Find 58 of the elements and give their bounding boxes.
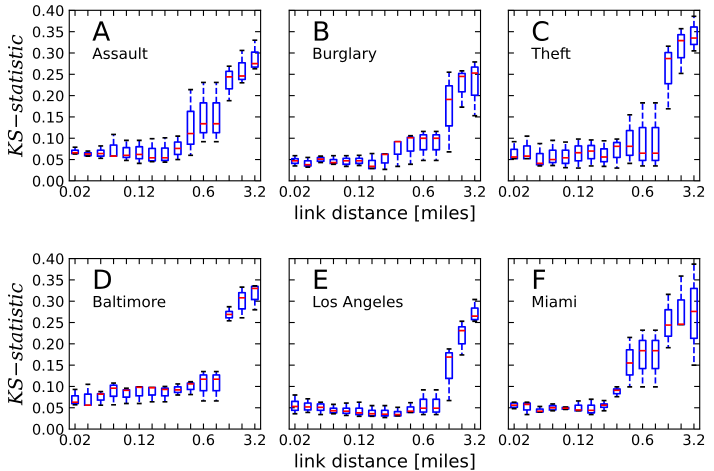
- x-tick-label: 3.2: [683, 186, 704, 198]
- x-tick-label: 0.02: [60, 434, 90, 446]
- chart-title: D: [94, 270, 111, 289]
- x-tick-label: 0.02: [280, 186, 310, 198]
- chart-title: F: [534, 270, 545, 289]
- x-tick-label: 0.02: [498, 434, 529, 446]
- x-tick-label: 3.2: [244, 186, 265, 198]
- x-tick-label: 3.2: [464, 434, 485, 446]
- y-tick-label: 0.25: [32, 69, 64, 80]
- chart-title: C: [532, 21, 548, 42]
- x-tick-label: 0.12: [344, 434, 374, 446]
- chart-title: A: [92, 21, 110, 41]
- x-tick-label: 0.6: [412, 434, 434, 446]
- x-tick-label: 0.6: [632, 434, 654, 446]
- text: Theft: [531, 47, 570, 60]
- y-tick-label: 0.35: [32, 26, 64, 38]
- y-tick-label: 0.00: [32, 424, 64, 435]
- x-tick-label: 0.02: [498, 186, 529, 198]
- y-tick-label: 0.00: [32, 176, 64, 187]
- x-tick-label: 0.6: [632, 186, 654, 198]
- x-tick-label: 0.12: [344, 186, 374, 198]
- x-tick-label: 0.6: [412, 186, 434, 198]
- y-tick-label: 0.10: [32, 381, 64, 392]
- y-axis-title: KS−statistic: [8, 34, 23, 158]
- text: Miami: [532, 296, 576, 308]
- x-tick-label: 0.02: [60, 186, 90, 198]
- text: Los Angeles: [314, 296, 403, 310]
- x-tick-label: 3.2: [244, 434, 265, 446]
- x-axis-title: link distance [miles]: [295, 205, 474, 222]
- text: Assault: [92, 47, 148, 60]
- chart-title: B: [314, 21, 328, 41]
- x-tick-label: 3.2: [683, 434, 704, 446]
- x-tick-label: 0.12: [563, 434, 594, 446]
- x-axis-title: link distance [miles]: [295, 454, 474, 470]
- x-tick-label: 0.12: [563, 186, 594, 198]
- x-tick-label: 0.12: [124, 186, 154, 198]
- y-tick-label: 0.15: [32, 360, 64, 371]
- y-tick-label: 0.40: [32, 5, 64, 16]
- y-tick-label: 0.05: [32, 154, 64, 166]
- chart-title: E: [314, 270, 328, 289]
- y-tick-label: 0.30: [32, 48, 64, 59]
- y-tick-label: 0.30: [32, 296, 64, 307]
- y-tick-label: 0.20: [32, 90, 64, 102]
- text: Baltimore: [94, 296, 166, 308]
- y-tick-label: 0.35: [32, 274, 64, 286]
- y-tick-label: 0.05: [32, 402, 64, 414]
- y-tick-label: 0.25: [32, 317, 64, 328]
- y-axis-title: KS−statistic: [8, 282, 23, 406]
- x-tick-label: 3.2: [464, 186, 485, 198]
- x-tick-label: 0.02: [280, 434, 310, 446]
- text: Burglary: [314, 47, 376, 62]
- x-tick-label: 0.6: [192, 434, 214, 446]
- y-tick-label: 0.40: [32, 253, 64, 264]
- x-tick-label: 0.6: [192, 186, 214, 198]
- x-tick-label: 0.12: [124, 434, 154, 446]
- y-tick-label: 0.10: [32, 132, 64, 144]
- y-tick-label: 0.20: [32, 338, 64, 350]
- y-tick-label: 0.15: [32, 112, 64, 123]
